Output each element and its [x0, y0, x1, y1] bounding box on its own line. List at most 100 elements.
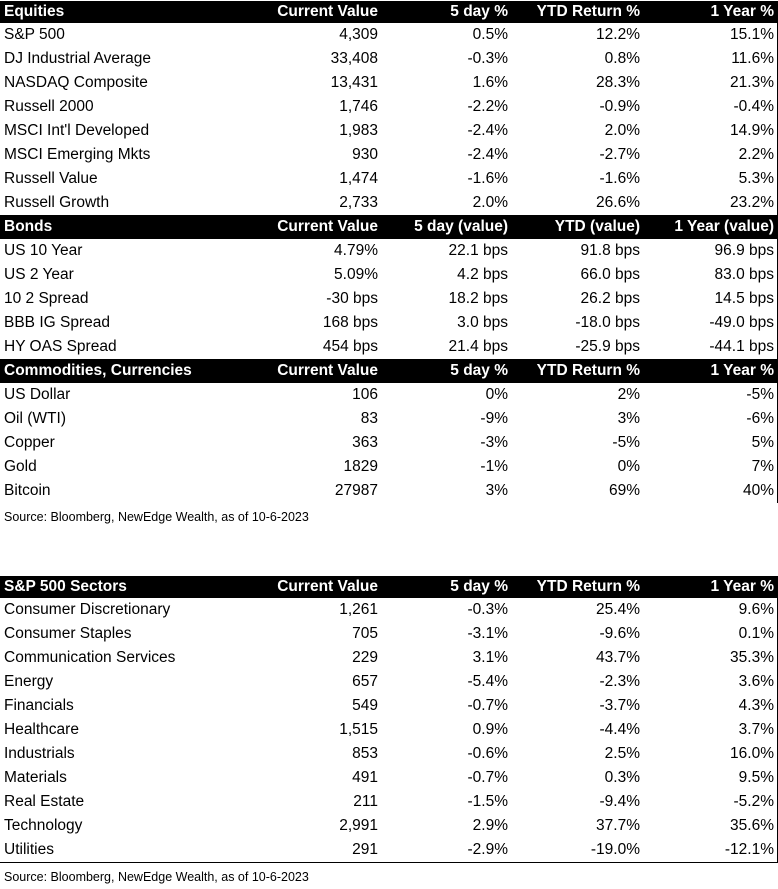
table-row: Oil (WTI) 83 -9% 3% -6% — [0, 407, 778, 431]
column-header: YTD (value) — [554, 218, 640, 235]
table-cell: 229 — [352, 649, 378, 666]
column-header: 1 Year % — [710, 362, 775, 379]
table-row: Russell Value 1,474 -1.6% -1.6% 5.3% — [0, 167, 778, 191]
table-cell: -0.3% — [467, 50, 509, 67]
table-cell: 26.2 bps — [580, 290, 640, 307]
sectors-table: S&P 500 Sectors Current Value 5 day % YTD R… — [0, 576, 778, 863]
row-label: Consumer Discretionary — [4, 601, 171, 618]
table-cell: 853 — [352, 745, 378, 762]
table-cell: 3.1% — [472, 649, 508, 666]
table-cell: 1,746 — [339, 98, 378, 115]
table-cell: 211 — [353, 793, 378, 810]
row-label: Real Estate — [4, 793, 85, 810]
section-header: S&P 500 Sectors Current Value 5 day % YTD R… — [0, 576, 778, 598]
table-cell: 4.2 bps — [457, 266, 508, 283]
table-cell: -5.4% — [467, 673, 509, 690]
table-cell: 25.4% — [596, 601, 640, 618]
column-header: Current Value — [277, 3, 378, 20]
row-label: DJ Industrial Average — [4, 50, 152, 67]
column-header: YTD Return % — [536, 3, 640, 20]
table-cell: 5% — [751, 434, 774, 451]
row-label: Russell Value — [4, 170, 98, 187]
table-cell: -30 bps — [326, 290, 378, 307]
section-title: S&P 500 Sectors — [4, 578, 127, 595]
table-cell: 1829 — [343, 458, 378, 475]
table-cell: 23.2% — [730, 194, 774, 211]
section-header: Equities Current Value 5 day % YTD Return %… — [0, 1, 778, 23]
row-label: US Dollar — [4, 386, 71, 403]
column-header: 5 day % — [450, 362, 508, 379]
table-row: Copper 363 -3% -5% 5% — [0, 431, 778, 455]
table-cell: 2.0% — [472, 194, 508, 211]
table-cell: 2,991 — [339, 817, 378, 834]
table-row: Energy 657 -5.4% -2.3% 3.6% — [0, 670, 778, 694]
table-row: MSCI Emerging Mkts 930 -2.4% -2.7% 2.2% — [0, 143, 778, 167]
table-cell: 491 — [352, 769, 378, 786]
row-label: Copper — [4, 434, 55, 451]
table-row: Russell 2000 1,746 -2.2% -0.9% -0.4% — [0, 95, 778, 119]
table-cell: 549 — [352, 697, 378, 714]
column-header: 1 Year % — [710, 3, 775, 20]
row-label: Russell Growth — [4, 194, 110, 211]
table-cell: 1,515 — [339, 721, 378, 738]
table-row: Communication Services 229 3.1% 43.7% 35.3% — [0, 646, 778, 670]
table-cell: 1,474 — [339, 170, 378, 187]
table-cell: 0.8% — [604, 50, 640, 67]
table-cell: 0.1% — [738, 625, 774, 642]
column-header: 5 day % — [450, 578, 508, 595]
table-cell: -0.9% — [599, 98, 641, 115]
row-label: BBB IG Spread — [4, 314, 110, 331]
table-cell: -5.2% — [733, 793, 775, 810]
row-label: NASDAQ Composite — [4, 74, 148, 91]
table-cell: 83.0 bps — [714, 266, 774, 283]
table-cell: -6% — [746, 410, 774, 427]
table-cell: -0.6% — [467, 745, 509, 762]
table-cell: 28.3% — [596, 74, 640, 91]
table-cell: -18.0 bps — [575, 314, 640, 331]
table-cell: -1.5% — [467, 793, 509, 810]
table-cell: -1.6% — [467, 170, 509, 187]
table-cell: 40% — [742, 482, 774, 499]
table-cell: 930 — [352, 146, 378, 163]
table-cell: 16.0% — [730, 745, 774, 762]
table-cell: 9.5% — [738, 769, 774, 786]
row-label: Utilities — [4, 841, 54, 858]
row-label: Gold — [4, 458, 37, 475]
table-cell: -0.3% — [467, 601, 509, 618]
table-cell: 21.3% — [730, 74, 774, 91]
table-cell: 2.9% — [472, 817, 508, 834]
table-cell: -9.4% — [599, 793, 641, 810]
table-cell: -3.7% — [599, 697, 641, 714]
table-row: MSCI Int'l Developed 1,983 -2.4% 2.0% 14.9% — [0, 119, 778, 143]
table-cell: 2% — [617, 386, 640, 403]
table-cell: 4.79% — [334, 242, 378, 259]
market-summary-table: Equities Current Value 5 day % YTD Return %… — [0, 1, 778, 503]
table-cell: 0% — [485, 386, 508, 403]
table-cell: 3.7% — [738, 721, 774, 738]
row-label: Oil (WTI) — [4, 410, 66, 427]
table-cell: 4.3% — [738, 697, 774, 714]
row-label: Russell 2000 — [4, 98, 94, 115]
column-header: Current Value — [277, 578, 378, 595]
table-cell: 7% — [751, 458, 774, 475]
table-cell: -19.0% — [590, 841, 640, 858]
table-cell: -2.7% — [599, 146, 641, 163]
table-cell: 0% — [617, 458, 640, 475]
table-cell: 21.4 bps — [448, 338, 508, 355]
table-row: US 2 Year 5.09% 4.2 bps 66.0 bps 83.0 bps — [0, 263, 778, 287]
table-row: Financials 549 -0.7% -3.7% 4.3% — [0, 694, 778, 718]
column-header: 1 Year (value) — [674, 218, 774, 235]
table-cell: 2.2% — [738, 146, 774, 163]
row-label: S&P 500 — [4, 26, 65, 43]
table-row: DJ Industrial Average 33,408 -0.3% 0.8% 11.6… — [0, 47, 778, 71]
table-row: Healthcare 1,515 0.9% -4.4% 3.7% — [0, 718, 778, 742]
table-cell: 0.3% — [604, 769, 640, 786]
table-cell: 33,408 — [330, 50, 378, 67]
row-label: Technology — [4, 817, 83, 834]
table-row: Bitcoin 27987 3% 69% 40% — [0, 479, 778, 503]
table-cell: 1,261 — [339, 601, 378, 618]
table-cell: -44.1 bps — [709, 338, 774, 355]
column-header: Current Value — [277, 362, 378, 379]
table-row: NASDAQ Composite 13,431 1.6% 28.3% 21.3% — [0, 71, 778, 95]
table-cell: -5% — [746, 386, 774, 403]
